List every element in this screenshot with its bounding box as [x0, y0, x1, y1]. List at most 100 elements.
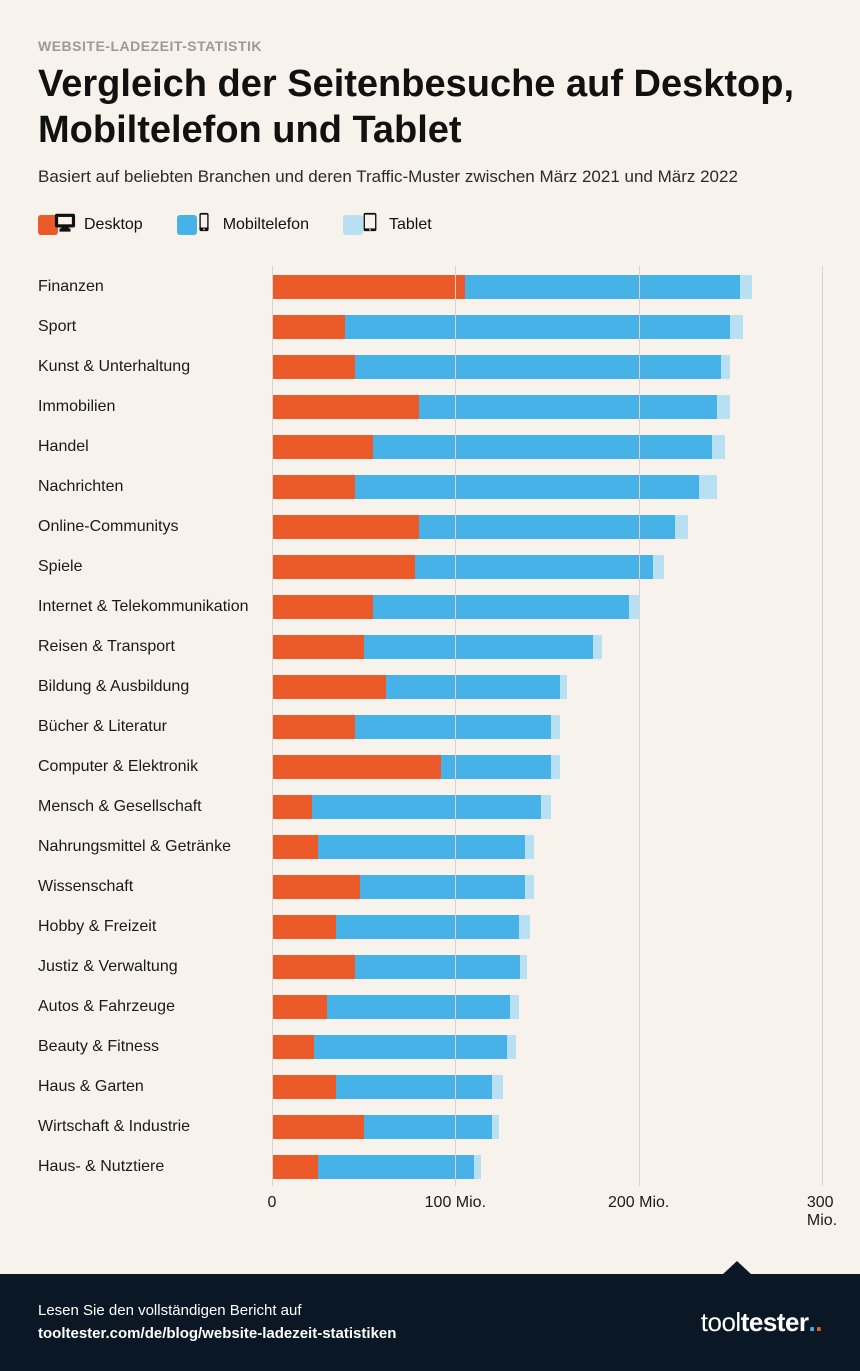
- bar-segment-tablet: [730, 315, 743, 339]
- row-label: Reisen & Transport: [38, 638, 262, 656]
- bar-segment-tablet: [520, 955, 527, 979]
- bar-segment-mobile: [318, 1155, 474, 1179]
- bar-segment-desktop: [272, 395, 419, 419]
- row-label: Nahrungsmittel & Getränke: [38, 838, 262, 856]
- bar-segment-desktop: [272, 635, 364, 659]
- bar-segment-mobile: [364, 1115, 492, 1139]
- stacked-bar: [272, 355, 822, 379]
- brand-logo: tooltester..: [701, 1307, 822, 1338]
- bar-segment-mobile: [419, 395, 718, 419]
- bar-segment-desktop: [272, 1155, 318, 1179]
- chart-row: Immobilien: [272, 395, 822, 419]
- bar-segment-tablet: [492, 1115, 499, 1139]
- legend-item-desktop: Desktop: [38, 211, 143, 238]
- footer: Lesen Sie den vollständigen Bericht auf …: [0, 1274, 860, 1371]
- bar-segment-tablet: [551, 715, 560, 739]
- legend: Desktop Mobiltelefon Tablet: [38, 211, 822, 238]
- row-label: Online-Communitys: [38, 518, 262, 536]
- bar-segment-tablet: [593, 635, 602, 659]
- x-tick-label: 200 Mio.: [608, 1194, 669, 1212]
- row-label: Bücher & Literatur: [38, 718, 262, 736]
- stacked-bar: [272, 835, 822, 859]
- gridline: [455, 266, 456, 1186]
- x-tick-label: 100 Mio.: [425, 1194, 486, 1212]
- bar-segment-mobile: [355, 715, 551, 739]
- bar-segment-tablet: [699, 475, 717, 499]
- chart-row: Kunst & Unterhaltung: [272, 355, 822, 379]
- row-label: Sport: [38, 318, 262, 336]
- bar-segment-tablet: [492, 1075, 503, 1099]
- bar-segment-mobile: [465, 275, 740, 299]
- bar-segment-tablet: [551, 755, 560, 779]
- row-label: Hobby & Freizeit: [38, 918, 262, 936]
- bar-chart: Finanzen Sport Kunst & Unterhaltung Immobil…: [38, 272, 822, 1264]
- bar-segment-mobile: [355, 955, 520, 979]
- bar-segment-mobile: [312, 795, 541, 819]
- bar-segment-desktop: [272, 1035, 314, 1059]
- bar-segment-mobile: [327, 995, 510, 1019]
- bar-segment-tablet: [740, 275, 753, 299]
- chart-row: Wirtschaft & Industrie: [272, 1115, 822, 1139]
- stacked-bar: [272, 1155, 822, 1179]
- stacked-bar: [272, 515, 822, 539]
- eyebrow: WEBSITE-LADEZEIT-STATISTIK: [38, 38, 822, 54]
- stacked-bar: [272, 595, 822, 619]
- chart-row: Autos & Fahrzeuge: [272, 995, 822, 1019]
- chart-row: Reisen & Transport: [272, 635, 822, 659]
- bar-segment-mobile: [314, 1035, 507, 1059]
- bar-segment-mobile: [360, 875, 525, 899]
- stacked-bar: [272, 915, 822, 939]
- bar-segment-desktop: [272, 475, 355, 499]
- stacked-bar: [272, 315, 822, 339]
- footer-link[interactable]: tooltester.com/de/blog/website-ladezeit-…: [38, 1323, 396, 1346]
- mobile-icon: [193, 211, 215, 238]
- bar-segment-mobile: [355, 355, 722, 379]
- logo-bold: tester: [741, 1307, 809, 1338]
- bar-segment-desktop: [272, 915, 336, 939]
- logo-thin: tool: [701, 1307, 741, 1338]
- chart-row: Haus & Garten: [272, 1075, 822, 1099]
- bar-segment-tablet: [519, 915, 530, 939]
- bar-segment-desktop: [272, 1115, 364, 1139]
- stacked-bar: [272, 875, 822, 899]
- chart-row: Nahrungsmittel & Getränke: [272, 835, 822, 859]
- bar-segment-desktop: [272, 875, 360, 899]
- stacked-bar: [272, 755, 822, 779]
- bar-segment-desktop: [272, 795, 312, 819]
- bar-segment-mobile: [373, 595, 630, 619]
- chart-row: Spiele: [272, 555, 822, 579]
- legend-label: Desktop: [84, 216, 143, 234]
- x-tick-label: 300 Mio.: [807, 1194, 837, 1230]
- stacked-bar: [272, 675, 822, 699]
- row-label: Autos & Fahrzeuge: [38, 998, 262, 1016]
- page-title: Vergleich der Seitenbesuche auf Desktop,…: [38, 62, 822, 153]
- legend-item-mobile: Mobiltelefon: [177, 211, 309, 238]
- bar-segment-desktop: [272, 435, 373, 459]
- bar-segment-tablet: [560, 675, 567, 699]
- row-label: Internet & Telekommunikation: [38, 598, 262, 616]
- row-label: Bildung & Ausbildung: [38, 678, 262, 696]
- row-label: Immobilien: [38, 398, 262, 416]
- stacked-bar: [272, 435, 822, 459]
- bar-segment-mobile: [373, 435, 712, 459]
- chart-row: Bücher & Literatur: [272, 715, 822, 739]
- row-label: Beauty & Fitness: [38, 1038, 262, 1056]
- legend-label: Mobiltelefon: [223, 216, 309, 234]
- bar-segment-tablet: [653, 555, 664, 579]
- row-label: Kunst & Unterhaltung: [38, 358, 262, 376]
- bar-segment-desktop: [272, 515, 419, 539]
- stacked-bar: [272, 395, 822, 419]
- bar-segment-tablet: [507, 1035, 516, 1059]
- stacked-bar: [272, 475, 822, 499]
- stacked-bar: [272, 1115, 822, 1139]
- stacked-bar: [272, 1035, 822, 1059]
- chart-row: Handel: [272, 435, 822, 459]
- stacked-bar: [272, 795, 822, 819]
- bar-segment-desktop: [272, 355, 355, 379]
- legend-item-tablet: Tablet: [343, 211, 432, 238]
- bar-segment-desktop: [272, 275, 465, 299]
- chart-row: Wissenschaft: [272, 875, 822, 899]
- stacked-bar: [272, 555, 822, 579]
- chart-row: Finanzen: [272, 275, 822, 299]
- bar-segment-mobile: [415, 555, 653, 579]
